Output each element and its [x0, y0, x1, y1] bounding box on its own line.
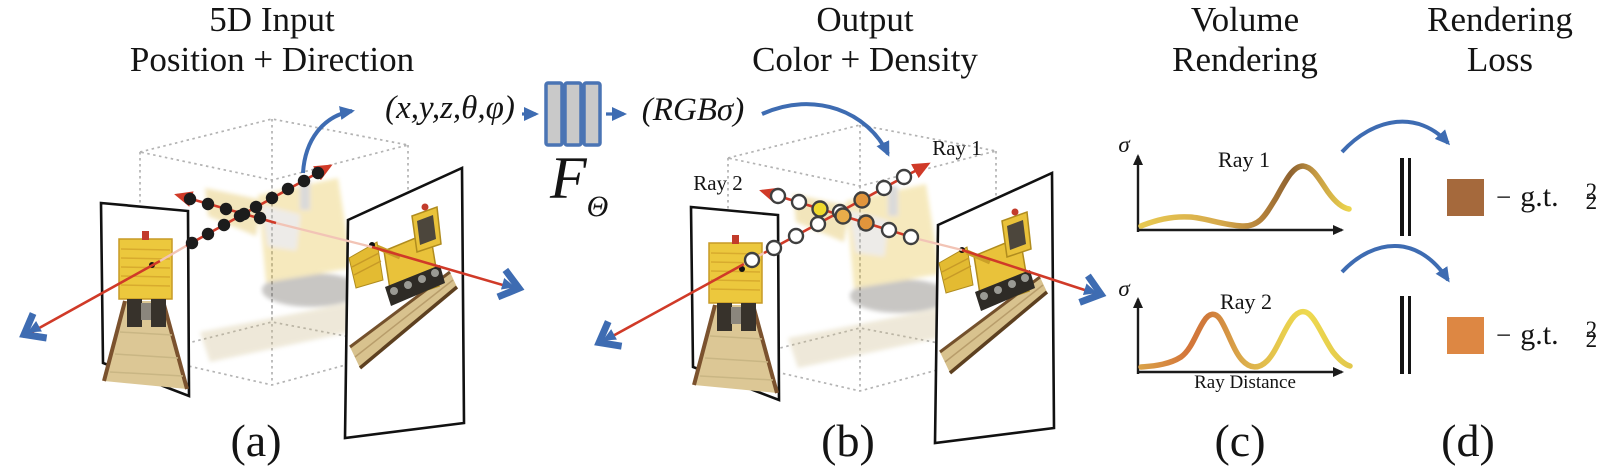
image-plane-left-b: [689, 205, 781, 402]
panel-b-title-line2: Color + Density: [752, 40, 978, 79]
camera-eye-icon: [17, 314, 46, 347]
network-function-label: FΘ: [550, 148, 608, 237]
sample-circles-b: [743, 168, 920, 269]
sample-points-a: [183, 166, 325, 250]
panel-a-title-line2: Position + Direction: [129, 40, 415, 79]
norm-exponent: 2: [1585, 179, 1598, 204]
rendered-color-swatch-ray2: [1447, 316, 1484, 354]
output-tuple-label: (RGBσ): [641, 92, 745, 128]
mlp-network-block: [522, 81, 627, 147]
panel-b-title-line1: Output: [816, 0, 914, 39]
panel-b-title: Output Color + Density: [752, 0, 978, 80]
panel-d-title: Rendering Loss: [1427, 0, 1573, 80]
plot1-ylabel: σ: [1118, 132, 1130, 157]
camera-eye-icon: [1080, 276, 1105, 308]
norm-subscript: 2: [1585, 327, 1598, 352]
minus-sign: −: [1496, 319, 1512, 350]
ray1-to-loss-arrow: [1340, 119, 1451, 154]
plot2-xlabel: Ray Distance: [1194, 372, 1296, 393]
density-plot-ray1: [1133, 154, 1352, 235]
caption-a: (a): [230, 415, 282, 466]
image-plane-right-b: [935, 173, 1054, 443]
ray2-to-loss-arrow: [1340, 244, 1450, 283]
camera-eye-icon: [592, 322, 621, 355]
network-symbol: F: [550, 145, 587, 211]
ray1-scene-label: Ray 1: [932, 136, 982, 160]
plot2-title: Ray 2: [1220, 289, 1272, 314]
image-plane-right-a: [345, 168, 464, 438]
panel-a-title-line1: 5D Input: [209, 0, 335, 39]
panel-c-title-line2: Rendering: [1172, 40, 1318, 79]
caption-d: (d): [1441, 415, 1495, 466]
panel-c-title-line1: Volume: [1190, 0, 1300, 39]
panel-a-title: 5D Input Position + Direction: [130, 0, 414, 80]
rendered-color-swatch-ray1: [1447, 178, 1484, 216]
norm-left-bars: [1400, 158, 1411, 236]
image-plane-left-a: [99, 201, 191, 398]
plot1-title: Ray 1: [1218, 147, 1270, 172]
ground-truth-label: g.t.: [1520, 318, 1559, 351]
network-subscript: Θ: [586, 190, 609, 223]
ground-truth-label: g.t.: [1520, 180, 1559, 213]
norm-subscript: 2: [1585, 189, 1598, 214]
panel-d-title-line1: Rendering: [1427, 0, 1573, 39]
input-annotation-arrow: [301, 106, 355, 174]
ray2-scene-label: Ray 2: [693, 171, 743, 195]
plot2-ylabel: σ: [1118, 276, 1130, 301]
caption-b: (b): [821, 415, 875, 466]
output-annotation-arrow: [761, 102, 890, 157]
density-plot-ray2: [1133, 297, 1353, 377]
panel-d-title-line2: Loss: [1466, 40, 1534, 79]
norm-exponent: 2: [1585, 317, 1598, 342]
minus-sign: −: [1496, 181, 1512, 212]
loss-expression-ray1: − g.t. 2 2: [1400, 158, 1597, 236]
input-tuple-label: (x,y,z,θ,φ): [385, 90, 515, 126]
caption-c: (c): [1214, 415, 1266, 466]
loss-expression-ray2: − g.t. 2 2: [1400, 296, 1597, 374]
panel-c-title: Volume Rendering: [1172, 0, 1318, 80]
norm-left-bars: [1400, 296, 1411, 374]
